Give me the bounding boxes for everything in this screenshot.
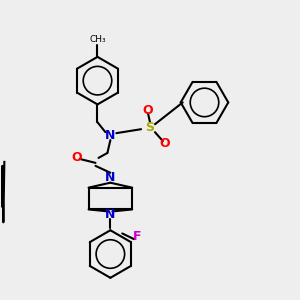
Text: O: O <box>143 104 153 117</box>
Text: N: N <box>105 129 116 142</box>
Text: CH₃: CH₃ <box>89 34 106 43</box>
Text: O: O <box>160 136 170 150</box>
Text: N: N <box>105 171 116 184</box>
Text: O: O <box>71 152 82 164</box>
Text: F: F <box>133 230 141 243</box>
Text: S: S <box>146 121 154 134</box>
Text: N: N <box>105 208 116 221</box>
